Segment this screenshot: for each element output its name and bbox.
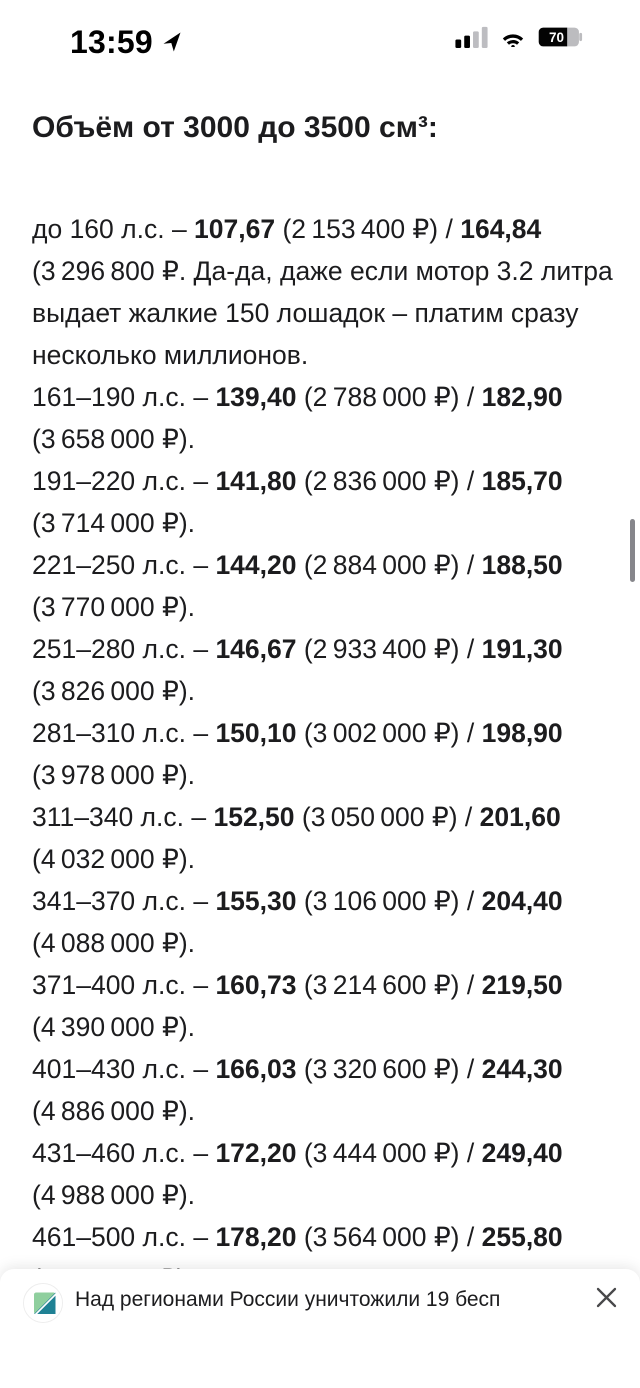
svg-text:70: 70 (549, 30, 564, 45)
